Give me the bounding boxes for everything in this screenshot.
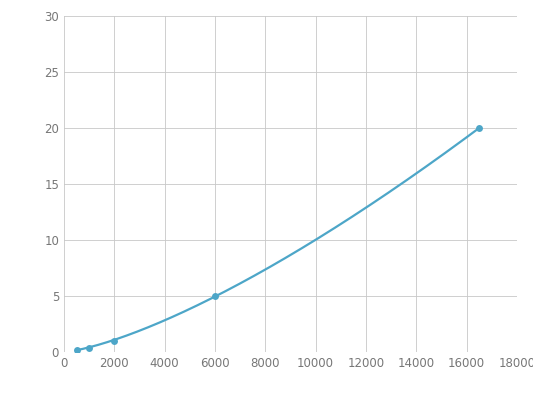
Point	[85, 345, 93, 351]
Point	[475, 125, 483, 131]
Point	[211, 293, 219, 299]
Point	[110, 338, 118, 344]
Point	[72, 346, 81, 353]
